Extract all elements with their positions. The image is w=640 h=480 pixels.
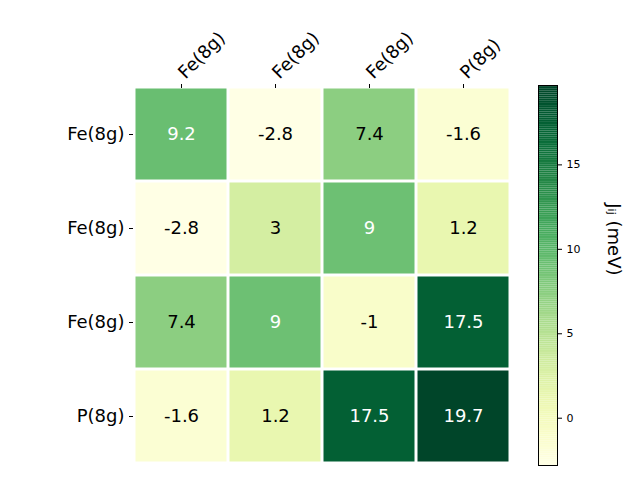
svg-text:-1: -1 [361,311,379,332]
svg-text:-1.6: -1.6 [164,405,199,426]
svg-text:1.2: 1.2 [261,405,290,426]
svg-text:9: 9 [270,311,281,332]
svg-text:-2.8: -2.8 [258,123,293,144]
svg-text:9.2: 9.2 [167,123,196,144]
svg-text:Fe(8g): Fe(8g) [67,217,124,238]
svg-text:1.2: 1.2 [449,217,478,238]
svg-text:15: 15 [567,158,581,171]
svg-text:19.7: 19.7 [443,405,483,426]
svg-text:7.4: 7.4 [167,311,196,332]
svg-text:-2.8: -2.8 [164,217,199,238]
svg-text:Fe(8g): Fe(8g) [268,27,323,82]
svg-text:0: 0 [567,412,574,425]
svg-text:P(8g): P(8g) [456,34,505,83]
svg-text:Fe(8g): Fe(8g) [67,311,124,332]
svg-text:Jᵢⱼ (meV): Jᵢⱼ (meV) [604,202,625,275]
svg-text:Fe(8g): Fe(8g) [362,27,417,82]
svg-text:5: 5 [567,327,574,340]
svg-text:3: 3 [270,217,281,238]
svg-text:17.5: 17.5 [349,405,389,426]
svg-text:P(8g): P(8g) [77,405,125,426]
svg-text:10: 10 [567,243,581,256]
svg-text:17.5: 17.5 [443,311,483,332]
svg-text:9: 9 [364,217,375,238]
svg-text:Fe(8g): Fe(8g) [67,123,124,144]
svg-text:Fe(8g): Fe(8g) [174,27,229,82]
svg-text:-1.6: -1.6 [446,123,481,144]
svg-text:7.4: 7.4 [355,123,384,144]
